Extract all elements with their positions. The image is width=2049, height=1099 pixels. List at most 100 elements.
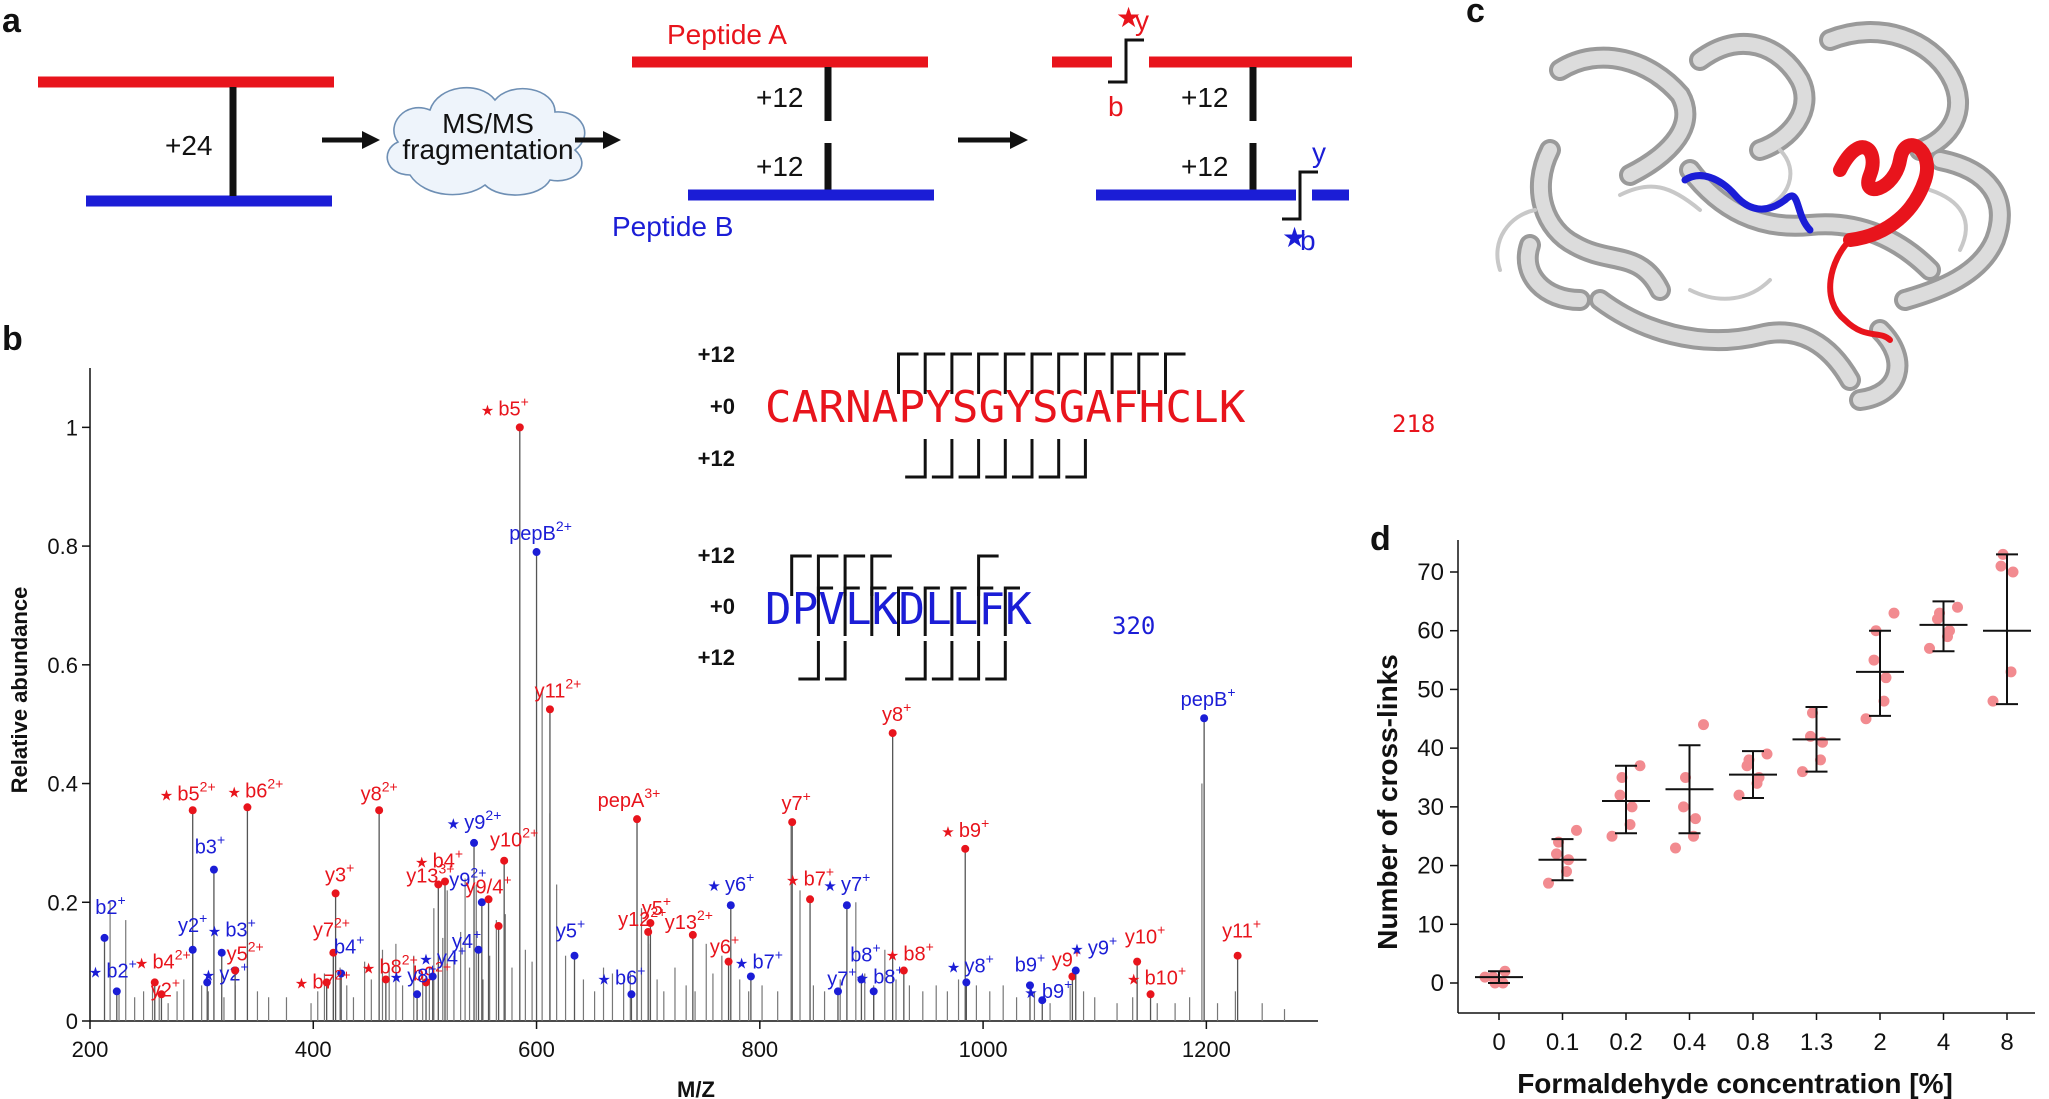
panel-a: a +24 MS/MS fragmentation Peptide A bbox=[2, 2, 1352, 256]
mass-half-label-bottom: +12 bbox=[756, 151, 804, 182]
replicate-point bbox=[1815, 754, 1826, 766]
panel-label-c: c bbox=[1466, 0, 1485, 30]
x-tick-label: 4 bbox=[1937, 1029, 1950, 1056]
peak-marker bbox=[644, 927, 653, 936]
residue-letter: Y bbox=[1005, 382, 1032, 433]
offset-label-b-mid: +0 bbox=[710, 594, 735, 619]
fragment-bracket bbox=[1057, 352, 1079, 394]
peak-marker bbox=[724, 957, 733, 966]
arrow-right-icon bbox=[575, 131, 621, 149]
peak-label: y3+ bbox=[325, 859, 354, 886]
replicate-point bbox=[1878, 695, 1890, 707]
replicate-point bbox=[1888, 607, 1900, 619]
peak-label: y6+ bbox=[710, 932, 739, 959]
panel-b: b Relative abundance M/Z 00.20.40.60.81 … bbox=[2, 320, 1318, 1099]
peak-marker bbox=[646, 919, 655, 928]
peak-marker bbox=[484, 895, 493, 904]
mass-half-label-bottom: +12 bbox=[1181, 151, 1229, 182]
concentration-group bbox=[1665, 719, 1714, 854]
replicate-point bbox=[1743, 754, 1755, 766]
residue-letter: K bbox=[1219, 382, 1246, 433]
residue-letter: P bbox=[792, 584, 819, 635]
residue-letter: Y bbox=[925, 382, 952, 433]
replicate-point bbox=[1626, 801, 1638, 813]
peak-marker bbox=[331, 889, 340, 898]
fragment-bracket bbox=[843, 586, 860, 636]
replicate-point bbox=[1733, 789, 1745, 801]
replicate-point bbox=[1678, 801, 1689, 813]
peak-marker bbox=[150, 978, 159, 987]
peak-marker bbox=[746, 972, 755, 981]
fragment-bracket bbox=[1083, 352, 1106, 394]
peak-marker bbox=[381, 975, 390, 984]
peak-marker bbox=[532, 548, 541, 557]
peak-marker bbox=[869, 987, 878, 996]
x-tick-label: 0 bbox=[1492, 1029, 1505, 1056]
y-tick-label: 0 bbox=[66, 1009, 78, 1034]
x-tick-label: 0.4 bbox=[1673, 1029, 1706, 1056]
x-tick-label: 200 bbox=[72, 1037, 109, 1062]
peak-label: y52+ bbox=[227, 939, 264, 966]
fragment-bracket bbox=[958, 641, 981, 681]
peak-marker bbox=[157, 990, 166, 999]
peak-marker bbox=[961, 844, 970, 853]
peak-label: b92+ bbox=[413, 958, 451, 985]
peak-marker bbox=[726, 901, 735, 910]
y-tick-label: 20 bbox=[1417, 853, 1444, 880]
peak-marker bbox=[857, 975, 866, 984]
peptide-b-label: Peptide B bbox=[612, 211, 733, 242]
replicate-point bbox=[1616, 772, 1628, 783]
fragment-bracket bbox=[843, 554, 866, 596]
fragment-bracket bbox=[798, 641, 820, 681]
fragment-bracket bbox=[816, 586, 834, 636]
residue-letter: L bbox=[845, 584, 872, 635]
peak-label: pepA3+ bbox=[598, 785, 661, 812]
ion-b-label-a: b bbox=[1108, 91, 1124, 122]
peak-marker bbox=[413, 990, 422, 999]
ion-b-label-b: b bbox=[1300, 225, 1316, 256]
concentration-group bbox=[1729, 748, 1777, 801]
panel-label-a: a bbox=[2, 2, 22, 40]
offset-label-b-top: +12 bbox=[698, 543, 735, 568]
replicate-point bbox=[1571, 824, 1582, 836]
replicate-point bbox=[1543, 877, 1554, 889]
peak-label: ★ y6+ bbox=[707, 869, 754, 896]
fragment-bracket bbox=[977, 352, 999, 394]
panel-label-b: b bbox=[2, 320, 23, 358]
peak-marker bbox=[1200, 714, 1209, 723]
cleavage-mark-a bbox=[1108, 38, 1144, 84]
x-tick-label: 2 bbox=[1873, 1029, 1886, 1056]
fragment-bracket bbox=[950, 586, 967, 636]
y-tick-label: 0.2 bbox=[47, 890, 78, 915]
split-peptide-pair: Peptide A +12 +12 Peptide B bbox=[612, 19, 934, 242]
fragment-bracket bbox=[1030, 352, 1053, 394]
residue-letter: G bbox=[1059, 382, 1086, 433]
replicate-point bbox=[1551, 848, 1562, 860]
y-tick-label: 40 bbox=[1417, 735, 1444, 762]
peak-label: ★ b8+ bbox=[886, 939, 934, 966]
peak-label: y82+ bbox=[361, 778, 398, 805]
y-tick-label: 50 bbox=[1417, 676, 1444, 703]
x-tick-label: 0.2 bbox=[1609, 1029, 1642, 1056]
peak-marker bbox=[217, 948, 226, 957]
x-tick-label: 600 bbox=[518, 1037, 555, 1062]
x-tick-label: 400 bbox=[295, 1037, 332, 1062]
peak-label: b2+ bbox=[95, 892, 125, 919]
star-icon: ★ bbox=[1116, 2, 1141, 33]
peptide-b-index: 320 bbox=[1112, 612, 1155, 640]
peak-label: y2+ bbox=[151, 974, 180, 1001]
peak-label: y8+ bbox=[882, 699, 911, 726]
residue-letter: A bbox=[872, 382, 899, 433]
fragment-bracket bbox=[1137, 352, 1159, 394]
peak-label: y4+ bbox=[452, 926, 481, 953]
peak-marker bbox=[375, 806, 384, 815]
replicate-point bbox=[1860, 713, 1872, 725]
peak-label: y133+ bbox=[406, 860, 454, 887]
replicate-point bbox=[1944, 625, 1955, 637]
peak-marker bbox=[515, 423, 524, 432]
peak-label: ★ b5+ bbox=[481, 393, 529, 420]
peak-marker bbox=[243, 803, 252, 812]
fragment-bracket bbox=[1164, 352, 1186, 394]
peak-label: y112+ bbox=[535, 675, 582, 702]
peak-marker bbox=[474, 945, 483, 954]
